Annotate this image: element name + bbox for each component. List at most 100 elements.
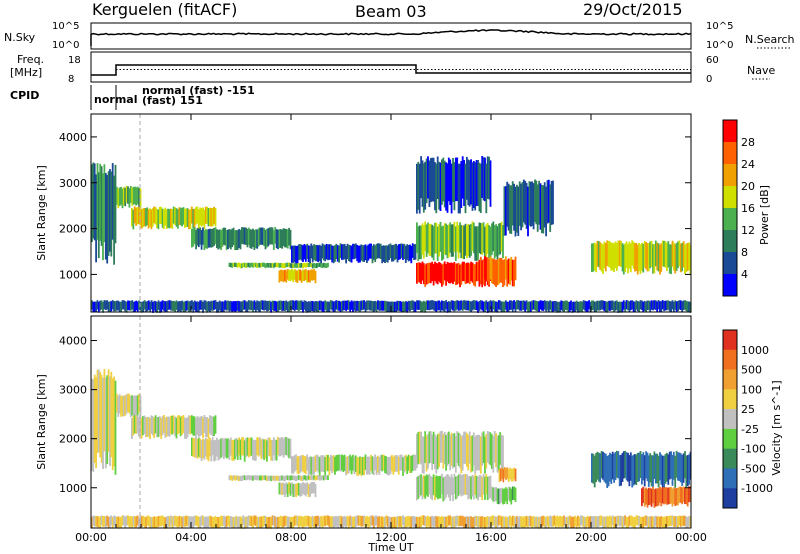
heatmap-cell xyxy=(286,437,289,457)
heatmap-cell xyxy=(299,515,302,526)
heatmap-cell xyxy=(422,436,425,474)
heatmap-cell xyxy=(222,439,225,460)
heatmap-cell xyxy=(421,261,424,281)
heatmap-cell xyxy=(359,515,361,526)
heatmap-cell xyxy=(128,394,131,414)
heatmap-cell xyxy=(491,223,493,255)
heatmap-cell xyxy=(300,483,303,497)
heatmap-cell xyxy=(653,516,656,528)
heatmap-cell xyxy=(322,515,325,527)
heatmap-cell xyxy=(635,300,638,310)
heatmap-cell xyxy=(391,245,393,262)
heatmap-cell xyxy=(185,515,188,526)
heatmap-cell xyxy=(603,516,606,528)
heatmap-cell xyxy=(181,208,183,227)
heatmap-cell xyxy=(288,516,290,528)
heatmap-cell xyxy=(321,475,324,480)
heatmap-cell xyxy=(116,517,118,529)
heatmap-cell xyxy=(316,515,318,527)
heatmap-cell xyxy=(316,301,318,312)
heatmap-cell xyxy=(477,516,479,528)
heatmap-cell xyxy=(134,395,136,416)
heatmap-cell xyxy=(111,517,114,529)
heatmap-cell xyxy=(311,515,314,527)
heatmap-cell xyxy=(606,456,609,488)
heatmap-cell xyxy=(332,245,335,264)
heatmap-cell xyxy=(327,455,329,472)
heatmap-cell xyxy=(356,244,359,262)
heatmap-cell xyxy=(459,515,461,527)
heatmap-cell xyxy=(452,158,454,202)
nave-tick-bottom: 0 xyxy=(706,74,712,85)
power-colorbar-tick: 20 xyxy=(741,180,755,193)
heatmap-cell xyxy=(564,516,567,529)
heatmap-cell xyxy=(241,517,243,529)
heatmap-cell xyxy=(268,300,271,311)
velocity-colorbar-frame xyxy=(722,329,738,509)
heatmap-cell xyxy=(495,433,497,468)
heatmap-cell xyxy=(429,476,432,499)
heatmap-cell xyxy=(379,243,382,259)
heatmap-cell xyxy=(671,515,674,526)
heatmap-cell xyxy=(686,301,689,312)
heatmap-cell xyxy=(160,206,163,224)
time-tick-label: 00:00 xyxy=(675,531,707,544)
heatmap-cell xyxy=(366,456,368,475)
heatmap-cell xyxy=(463,225,465,260)
heatmap-cell xyxy=(407,515,410,527)
heatmap-cell xyxy=(229,229,232,250)
heatmap-cell xyxy=(131,187,134,206)
heatmap-cell xyxy=(542,300,545,311)
heatmap-cell xyxy=(352,243,354,260)
heatmap-cell xyxy=(375,515,378,526)
heatmap-cell xyxy=(249,300,252,311)
heatmap-cell xyxy=(239,516,242,528)
heatmap-cell xyxy=(416,263,418,284)
heatmap-cell xyxy=(275,262,278,268)
heatmap-cell xyxy=(456,515,459,526)
heatmap-cell xyxy=(228,516,231,527)
heatmap-cell xyxy=(214,300,217,310)
heatmap-cell xyxy=(309,483,311,497)
heatmap-cell xyxy=(151,208,154,227)
heatmap-cell xyxy=(260,300,263,310)
power-colorbar-frame xyxy=(722,119,738,297)
heatmap-cell xyxy=(302,301,304,313)
heatmap-cell xyxy=(202,417,204,438)
heatmap-cell xyxy=(536,516,539,528)
heatmap-cell xyxy=(197,417,200,438)
heatmap-cell xyxy=(257,437,260,457)
heatmap-cell xyxy=(678,486,681,503)
heatmap-cell xyxy=(122,395,125,417)
heatmap-cell xyxy=(454,476,457,500)
heatmap-cell xyxy=(495,487,497,501)
heatmap-cell xyxy=(429,223,432,256)
heatmap-cell xyxy=(492,300,495,310)
heatmap-cell xyxy=(314,263,317,269)
heatmap-cell xyxy=(522,300,525,310)
heatmap-cell xyxy=(243,262,246,268)
heatmap-cell xyxy=(218,229,221,249)
velocity-ytick-label: 1000 xyxy=(59,482,87,495)
heatmap-cell xyxy=(617,301,620,313)
heatmap-cell xyxy=(91,516,93,529)
heatmap-cell xyxy=(327,475,329,480)
heatmap-cell xyxy=(475,300,478,311)
heatmap-cell xyxy=(471,162,474,211)
heatmap-cell xyxy=(236,475,239,481)
heatmap-cell xyxy=(146,207,149,226)
heatmap-cell xyxy=(104,173,107,260)
heatmap-cell xyxy=(135,300,138,311)
heatmap-cell xyxy=(158,206,161,225)
heatmap-cell xyxy=(314,475,317,481)
heatmap-cell xyxy=(468,300,471,311)
heatmap-cell xyxy=(282,475,285,482)
heatmap-cell xyxy=(567,516,570,528)
heatmap-cell xyxy=(285,475,288,480)
heatmap-cell xyxy=(268,262,271,268)
heatmap-cell xyxy=(591,300,593,311)
heatmap-cell xyxy=(270,301,272,313)
heatmap-cell xyxy=(186,515,189,527)
heatmap-cell xyxy=(460,436,463,474)
